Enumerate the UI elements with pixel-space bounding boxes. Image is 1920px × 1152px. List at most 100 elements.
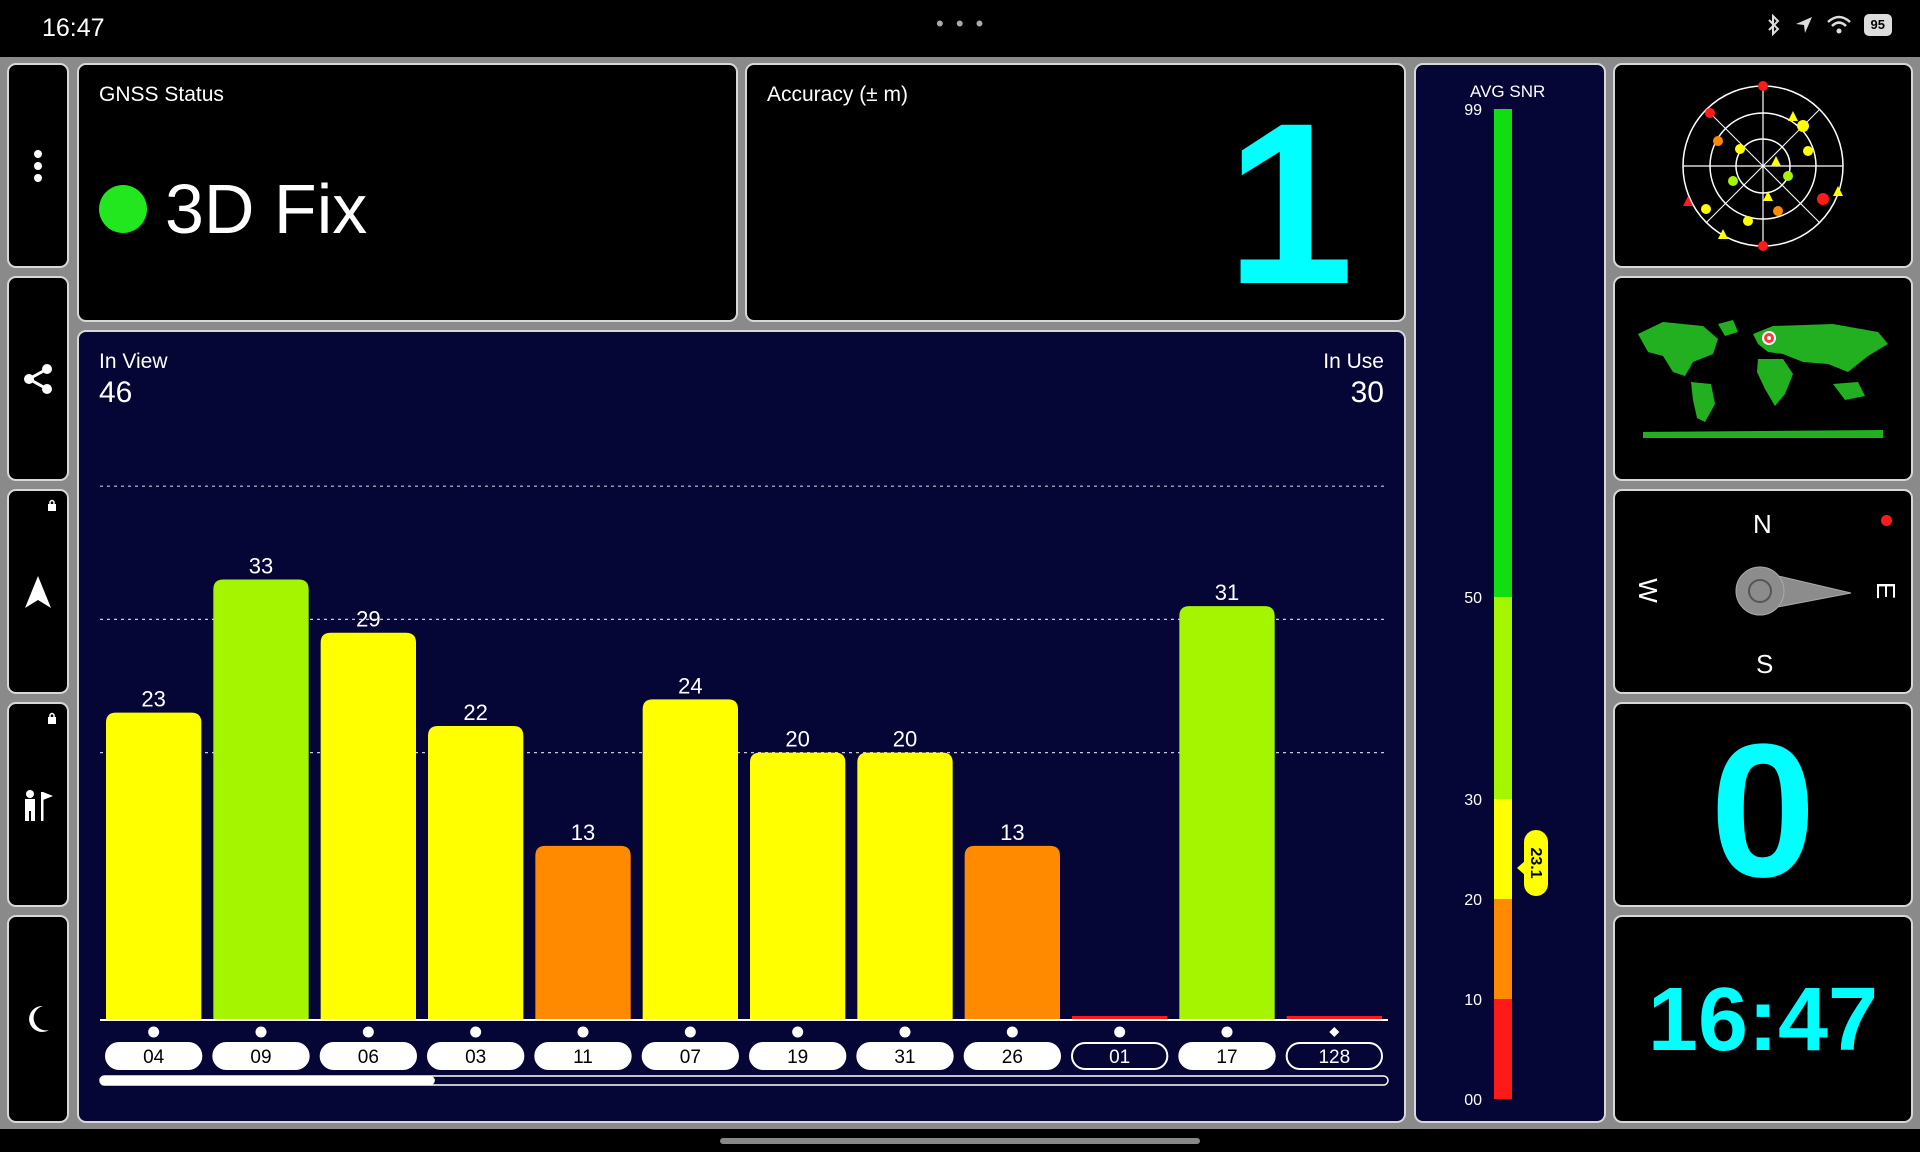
more-vertical-icon — [34, 149, 42, 182]
wifi-icon — [1826, 15, 1851, 34]
sat-marker — [255, 1026, 267, 1038]
world-map-icon — [1638, 319, 1888, 438]
prn-label: 07 — [680, 1047, 701, 1068]
bar-value-label: 24 — [678, 673, 702, 698]
prn-label: 03 — [465, 1047, 486, 1068]
in-use-label: In Use — [1323, 350, 1384, 373]
snr-bar — [428, 725, 524, 1019]
sat-marker — [1221, 1026, 1233, 1038]
prn-pill[interactable] — [1285, 1042, 1383, 1070]
prn-label: 26 — [1002, 1047, 1023, 1068]
gnss-status-panel[interactable]: GNSS Status 3D Fix — [77, 63, 738, 322]
compass-south-label: S — [1756, 649, 1774, 679]
night-mode-button[interactable] — [7, 915, 69, 1123]
prn-label: 19 — [787, 1047, 808, 1068]
accuracy-panel[interactable]: Accuracy (± m) 1 — [745, 63, 1406, 322]
compass-north-label: N — [1753, 509, 1772, 539]
avg-snr-title: AVG SNR — [1470, 82, 1545, 101]
prn-pill[interactable] — [641, 1042, 740, 1070]
clock-panel[interactable]: 16:47 — [1613, 915, 1913, 1123]
prn-label: 09 — [250, 1047, 271, 1068]
bar-value-label: 23 — [141, 687, 165, 712]
world-map-panel[interactable] — [1613, 276, 1913, 481]
snr-meter-tick: 10 — [1464, 992, 1482, 1009]
bar-value-label: 20 — [785, 727, 809, 752]
compass-west-label: W — [1632, 578, 1663, 603]
share-icon — [24, 363, 52, 394]
sat-marker — [1114, 1026, 1126, 1038]
snr-bar — [857, 752, 953, 1019]
skyplot-panel[interactable] — [1613, 63, 1913, 268]
prn-pill[interactable] — [1071, 1042, 1169, 1070]
menu-button[interactable] — [7, 63, 69, 268]
system-status-bar: 16:47 • • • 95 — [0, 0, 1920, 57]
moon-icon — [29, 1005, 49, 1032]
battery-icon: 95 — [1863, 14, 1892, 36]
speed-panel[interactable]: 0 — [1613, 702, 1913, 907]
snr-meter-segment — [1494, 899, 1512, 999]
speed-value: 0 — [1710, 705, 1816, 907]
fix-indicator — [99, 185, 147, 233]
sat-marker — [577, 1026, 589, 1038]
bluetooth-icon — [1767, 14, 1779, 36]
snr-meter-segment — [1494, 999, 1512, 1099]
prn-pill[interactable] — [1178, 1042, 1276, 1070]
chart-scrollbar-thumb[interactable] — [100, 1076, 435, 1085]
compass-panel[interactable]: N S W E — [1613, 489, 1913, 694]
navigation-arrow-icon — [25, 575, 51, 608]
prn-pill[interactable] — [105, 1042, 203, 1070]
prn-pill[interactable] — [963, 1042, 1062, 1070]
sat-marker — [792, 1026, 804, 1038]
more-dots-icon[interactable]: • • • — [936, 11, 987, 36]
satellite-snr-panel[interactable]: In View 46 In Use 30 23 04 33 09 29 06 22 03 13 1… — [77, 330, 1406, 1123]
prn-pill[interactable] — [856, 1042, 954, 1070]
in-view-count: 46 — [99, 376, 133, 409]
prn-label: 04 — [143, 1047, 165, 1068]
clock-value: 16:47 — [1647, 970, 1879, 1070]
snr-bar — [964, 845, 1060, 1019]
app-content: GNSS Status 3D Fix Accuracy (± m) 1 In V… — [0, 57, 1920, 1129]
bar-value-label: 31 — [1215, 580, 1239, 605]
snr-meter-tick: 30 — [1464, 792, 1482, 809]
lock-icon — [48, 499, 56, 511]
snr-meter-tick: 00 — [1464, 1092, 1482, 1109]
avg-snr-indicator: 23.1 — [1517, 830, 1548, 896]
prn-pill[interactable] — [534, 1042, 632, 1070]
snr-meter-tick: 20 — [1464, 892, 1482, 909]
sat-marker — [1006, 1026, 1018, 1038]
navigation-button[interactable] — [7, 489, 69, 694]
gnss-status-title: GNSS Status — [99, 83, 224, 106]
home-indicator[interactable] — [720, 1138, 1200, 1144]
in-use-count: 30 — [1350, 376, 1384, 409]
sat-marker — [684, 1026, 696, 1038]
sat-marker — [1329, 1027, 1340, 1037]
sat-marker — [470, 1026, 482, 1038]
bar-value-label: 33 — [249, 553, 273, 578]
share-button[interactable] — [7, 276, 69, 481]
prn-label: 128 — [1318, 1047, 1350, 1068]
prn-label: 17 — [1216, 1047, 1237, 1068]
prn-pill[interactable] — [749, 1042, 847, 1070]
sat-marker — [362, 1026, 374, 1038]
waypoint-button[interactable] — [7, 702, 69, 907]
lock-icon — [48, 712, 56, 724]
compass-east-label: E — [1871, 581, 1902, 600]
snr-bar — [320, 632, 416, 1019]
prn-pill[interactable] — [427, 1042, 525, 1070]
status-time: 16:47 — [42, 14, 105, 42]
snr-bar — [1179, 606, 1275, 1019]
prn-pill[interactable] — [319, 1042, 418, 1070]
snr-meter-segment — [1494, 597, 1512, 799]
compass-needle-icon — [1735, 566, 1852, 616]
snr-bar — [213, 579, 309, 1019]
prn-pill[interactable] — [212, 1042, 310, 1070]
prn-label: 06 — [358, 1047, 379, 1068]
prn-label: 11 — [573, 1047, 593, 1068]
sat-marker — [148, 1026, 160, 1038]
status-icons: 95 — [1766, 14, 1892, 36]
skyplot-icon — [1682, 80, 1844, 251]
prn-label: 31 — [894, 1047, 915, 1068]
sat-marker — [899, 1026, 911, 1038]
bar-value-label: 20 — [893, 727, 917, 752]
snr-meter-segment — [1494, 109, 1512, 597]
